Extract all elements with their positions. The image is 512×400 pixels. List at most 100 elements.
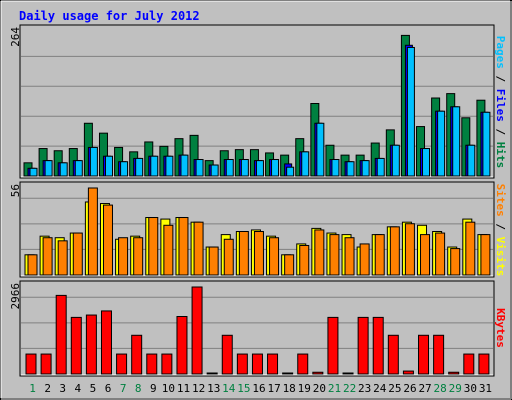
y-axis-label-visits-sites: Sites / Visits xyxy=(494,184,507,277)
bar-kbytes-day-29-body xyxy=(448,371,460,375)
bar-sites-day-18 xyxy=(284,254,295,276)
bar-kbytes-day-12 xyxy=(191,286,203,375)
bar-sites-day-8-body xyxy=(133,237,144,276)
x-tick-label-day-6: 6 xyxy=(105,382,112,395)
bar-kbytes-day-11 xyxy=(176,316,188,375)
bar-kbytes-day-27-body xyxy=(418,334,430,375)
y-max-label-visits-sites: 56 xyxy=(9,184,22,197)
bar-sites-day-16 xyxy=(253,231,264,276)
bar-sites-day-25 xyxy=(389,226,400,276)
bar-pages-day-17 xyxy=(271,159,280,177)
panel-hits-files-pages: 264 Pages / Files / Hits xyxy=(9,24,507,179)
bar-pages-day-6-body xyxy=(104,155,113,177)
x-tick-label-day-19: 19 xyxy=(298,382,311,395)
bar-kbytes-day-25-body xyxy=(387,334,399,375)
x-tick-label-day-13: 13 xyxy=(207,382,220,395)
bar-kbytes-day-24-body xyxy=(372,316,384,375)
bar-pages-day-12-body xyxy=(195,159,204,177)
y-axis-label-part: / xyxy=(494,69,507,89)
bar-kbytes-day-23 xyxy=(357,316,369,375)
x-tick-label-day-10: 10 xyxy=(162,382,175,395)
bar-kbytes-day-23-body xyxy=(357,316,369,375)
bar-kbytes-day-4-body xyxy=(70,316,82,375)
bar-sites-day-2-body xyxy=(42,237,53,276)
x-tick-label-day-31: 31 xyxy=(479,382,492,395)
bar-kbytes-day-4 xyxy=(70,316,82,375)
bar-pages-day-11-body xyxy=(180,154,189,177)
bar-sites-day-31-body xyxy=(480,234,491,276)
bar-pages-day-20 xyxy=(316,122,325,177)
bar-kbytes-day-2-body xyxy=(40,353,52,375)
bar-kbytes-day-16-body xyxy=(251,353,263,375)
y-axis-label-hits-files-pages: Pages / Files / Hits xyxy=(494,36,507,169)
bar-sites-day-30-body xyxy=(465,221,476,276)
bar-kbytes-day-18 xyxy=(282,372,294,375)
x-tick-label-day-11: 11 xyxy=(177,382,190,395)
bar-sites-day-6 xyxy=(102,204,113,276)
x-tick-label-day-3: 3 xyxy=(59,382,66,395)
bar-sites-day-29-body xyxy=(450,248,461,276)
x-tick-label-day-28: 28 xyxy=(434,382,447,395)
bar-pages-day-21 xyxy=(331,159,340,177)
bar-kbytes-day-24 xyxy=(372,316,384,375)
bar-pages-day-16-body xyxy=(255,160,264,177)
x-tick-label-day-24: 24 xyxy=(373,382,387,395)
bar-pages-day-12 xyxy=(195,159,204,177)
bar-sites-day-27 xyxy=(420,234,431,276)
bar-kbytes-day-21-body xyxy=(327,316,339,375)
bar-sites-day-26-body xyxy=(404,223,415,276)
bar-kbytes-day-30 xyxy=(463,353,475,375)
bar-sites-day-18-body xyxy=(284,254,295,276)
bar-kbytes-day-8 xyxy=(131,334,143,375)
bar-sites-day-12-body xyxy=(193,221,204,276)
bar-pages-day-19-body xyxy=(301,151,310,177)
bar-pages-day-3 xyxy=(59,162,68,177)
bar-pages-day-19 xyxy=(301,151,310,177)
bar-sites-day-22 xyxy=(344,237,355,276)
bar-kbytes-day-6 xyxy=(100,310,112,375)
bar-sites-day-13 xyxy=(208,246,219,276)
bar-pages-day-8-body xyxy=(135,157,144,177)
bar-pages-day-5-body xyxy=(89,146,98,177)
bar-kbytes-day-17 xyxy=(267,353,279,375)
bar-kbytes-day-7-body xyxy=(116,353,128,375)
bar-kbytes-day-7 xyxy=(116,353,128,375)
bar-pages-day-4-body xyxy=(74,160,83,177)
bar-pages-day-1-body xyxy=(29,167,38,177)
bar-sites-day-17-body xyxy=(269,237,280,276)
bar-kbytes-day-10-body xyxy=(161,353,173,375)
y-axis-label-part: Hits xyxy=(494,142,507,169)
bar-kbytes-day-22-body xyxy=(342,372,354,375)
bar-pages-day-22 xyxy=(346,161,355,177)
x-tick-label-day-27: 27 xyxy=(418,382,431,395)
y-axis-label-part: Files xyxy=(494,89,507,122)
bar-pages-day-25-body xyxy=(391,144,400,177)
x-tick-label-day-5: 5 xyxy=(90,382,97,395)
bar-sites-day-28 xyxy=(435,232,446,276)
y-axis-label-part: Pages xyxy=(494,36,507,69)
bar-pages-day-15 xyxy=(240,159,249,177)
bar-pages-day-26-body xyxy=(406,46,415,177)
y-axis-label-part: KBytes xyxy=(494,308,507,348)
x-tick-label-day-22: 22 xyxy=(343,382,356,395)
y-axis-label-part: / xyxy=(494,122,507,142)
bar-kbytes-day-14 xyxy=(221,334,233,375)
bar-kbytes-day-31 xyxy=(478,353,490,375)
x-tick-label-day-12: 12 xyxy=(192,382,205,395)
bar-sites-day-10 xyxy=(163,224,174,276)
x-tick-label-day-29: 29 xyxy=(449,382,462,395)
x-tick-label-day-20: 20 xyxy=(313,382,326,395)
x-tick-label-day-23: 23 xyxy=(358,382,371,395)
panel-visits-sites: 56 Sites / Visits xyxy=(9,181,507,278)
panel-kbytes: 2966 KBytes xyxy=(9,280,507,377)
bar-pages-day-31-body xyxy=(482,111,491,177)
x-tick-label-day-26: 26 xyxy=(403,382,416,395)
bar-sites-day-10-body xyxy=(163,224,174,276)
bar-kbytes-day-11-body xyxy=(176,316,188,375)
bar-sites-day-5-body xyxy=(87,187,98,276)
bar-pages-day-3-body xyxy=(59,162,68,177)
bar-sites-day-6-body xyxy=(102,204,113,276)
bar-kbytes-day-21 xyxy=(327,316,339,375)
bar-pages-day-14 xyxy=(225,159,234,177)
bar-pages-day-20-body xyxy=(316,122,325,177)
